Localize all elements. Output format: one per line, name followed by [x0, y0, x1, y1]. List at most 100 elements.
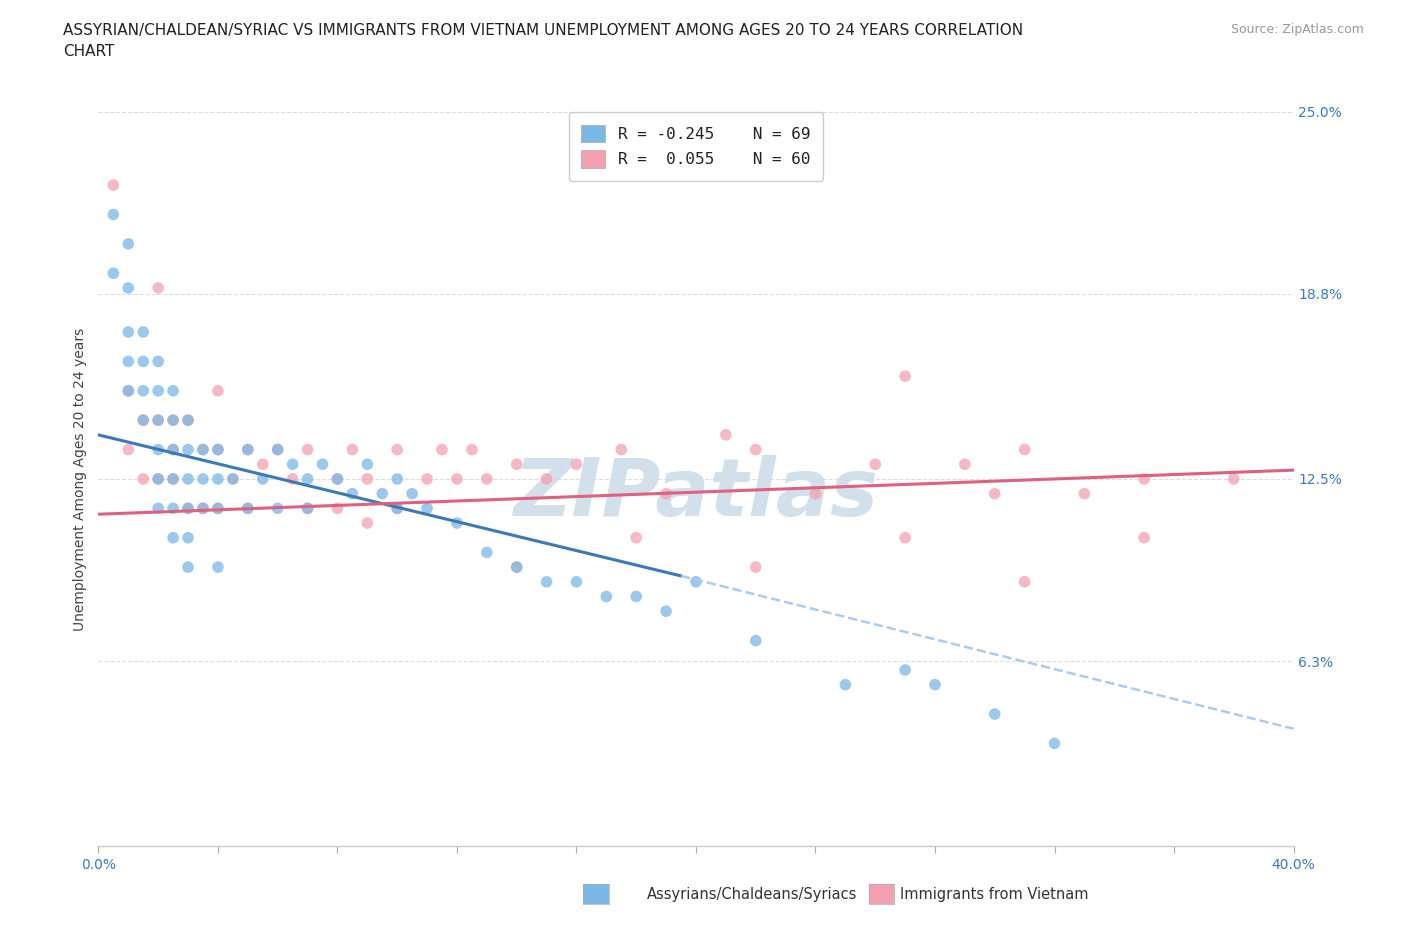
Point: [984, 707, 1007, 722]
Point: [162, 442, 184, 457]
Point: [446, 515, 468, 530]
Point: [148, 501, 170, 516]
Point: [311, 457, 333, 472]
Point: [148, 413, 170, 428]
Point: [655, 486, 678, 501]
Point: [565, 457, 588, 472]
Point: [177, 442, 200, 457]
Point: [565, 575, 588, 590]
Point: [297, 472, 319, 486]
Point: [267, 442, 290, 457]
Point: [461, 442, 484, 457]
Point: [191, 472, 214, 486]
Point: [865, 457, 887, 472]
Point: [117, 383, 139, 398]
Point: [162, 383, 184, 398]
Point: [834, 677, 856, 692]
Point: [252, 457, 274, 472]
Legend: R = -0.245    N = 69, R =  0.055    N = 60: R = -0.245 N = 69, R = 0.055 N = 60: [568, 113, 824, 180]
Point: [177, 472, 200, 486]
Point: [953, 457, 976, 472]
Point: [191, 442, 214, 457]
Point: [475, 472, 498, 486]
Point: [356, 457, 378, 472]
Point: [191, 501, 214, 516]
Point: [356, 472, 378, 486]
Point: [1014, 575, 1036, 590]
Point: [894, 368, 917, 383]
Point: [148, 354, 170, 369]
Point: [132, 413, 155, 428]
Point: [281, 472, 304, 486]
Point: [117, 281, 139, 296]
Point: [894, 530, 917, 545]
Point: [162, 501, 184, 516]
Point: [132, 383, 155, 398]
Point: [326, 472, 349, 486]
Point: [207, 560, 229, 575]
Point: [177, 560, 200, 575]
Point: [745, 633, 768, 648]
Point: [595, 589, 617, 604]
Point: [103, 178, 125, 193]
Point: [506, 560, 529, 575]
Point: [416, 501, 439, 516]
Point: [236, 501, 259, 516]
Point: [252, 472, 274, 486]
Point: [385, 442, 409, 457]
Point: [177, 501, 200, 516]
Point: [132, 354, 155, 369]
Point: [685, 575, 707, 590]
Point: [326, 472, 349, 486]
Point: [162, 472, 184, 486]
Y-axis label: Unemployment Among Ages 20 to 24 years: Unemployment Among Ages 20 to 24 years: [73, 327, 87, 631]
Point: [148, 442, 170, 457]
Point: [148, 383, 170, 398]
Point: [162, 442, 184, 457]
Point: [1133, 472, 1156, 486]
Point: [626, 589, 648, 604]
Point: [626, 530, 648, 545]
Point: [222, 472, 245, 486]
Point: [162, 472, 184, 486]
Point: [207, 501, 229, 516]
Point: [326, 501, 349, 516]
Point: [236, 442, 259, 457]
Point: [222, 472, 245, 486]
Point: [342, 442, 364, 457]
Point: [894, 662, 917, 677]
Point: [236, 501, 259, 516]
Point: [1014, 442, 1036, 457]
Point: [804, 486, 827, 501]
Point: [655, 604, 678, 618]
Point: [148, 413, 170, 428]
Point: [148, 281, 170, 296]
Point: [132, 325, 155, 339]
Point: [984, 486, 1007, 501]
Point: [103, 266, 125, 281]
Point: [1223, 472, 1246, 486]
Point: [236, 442, 259, 457]
Point: [103, 207, 125, 222]
Text: Assyrians/Chaldeans/Syriacs: Assyrians/Chaldeans/Syriacs: [647, 887, 858, 902]
Point: [506, 560, 529, 575]
Text: ZIPatlas: ZIPatlas: [513, 455, 879, 533]
Point: [924, 677, 946, 692]
Point: [148, 472, 170, 486]
Point: [356, 515, 378, 530]
Point: [117, 325, 139, 339]
Point: [162, 413, 184, 428]
Text: ASSYRIAN/CHALDEAN/SYRIAC VS IMMIGRANTS FROM VIETNAM UNEMPLOYMENT AMONG AGES 20 T: ASSYRIAN/CHALDEAN/SYRIAC VS IMMIGRANTS F…: [63, 23, 1024, 60]
Point: [207, 501, 229, 516]
Point: [117, 236, 139, 251]
Point: [714, 428, 737, 443]
Point: [475, 545, 498, 560]
Point: [207, 472, 229, 486]
Point: [1043, 736, 1066, 751]
Point: [430, 442, 453, 457]
Point: [267, 501, 290, 516]
Point: [132, 472, 155, 486]
Point: [385, 501, 409, 516]
Text: Immigrants from Vietnam: Immigrants from Vietnam: [900, 887, 1088, 902]
Point: [207, 383, 229, 398]
